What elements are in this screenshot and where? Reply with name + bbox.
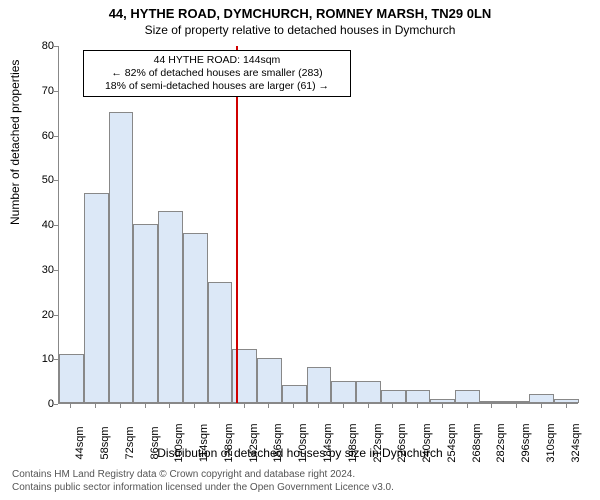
- histogram-bar: [208, 282, 233, 403]
- x-tick-mark: [169, 404, 170, 408]
- y-tick-mark: [54, 404, 58, 405]
- y-tick-mark: [54, 315, 58, 316]
- x-tick-mark: [268, 404, 269, 408]
- x-axis-label: Distribution of detached houses by size …: [0, 446, 600, 460]
- x-tick-mark: [219, 404, 220, 408]
- footer-attribution: Contains HM Land Registry data © Crown c…: [12, 468, 394, 494]
- histogram-bar: [381, 390, 406, 403]
- histogram-bar: [307, 367, 332, 403]
- x-tick-mark: [442, 404, 443, 408]
- y-tick-label: 30: [34, 264, 54, 276]
- y-tick-mark: [54, 136, 58, 137]
- y-tick-label: 0: [34, 398, 54, 410]
- histogram-bar: [505, 401, 530, 403]
- footer-line-1: Contains HM Land Registry data © Crown c…: [12, 468, 394, 481]
- x-tick-mark: [70, 404, 71, 408]
- y-tick-mark: [54, 46, 58, 47]
- x-tick-mark: [566, 404, 567, 408]
- y-tick-label: 60: [34, 130, 54, 142]
- chart-title-2: Size of property relative to detached ho…: [0, 21, 600, 37]
- footer-line-2: Contains public sector information licen…: [12, 481, 394, 494]
- marker-line: [236, 46, 238, 403]
- histogram-bar: [529, 394, 554, 403]
- annotation-line-1: ← 82% of detached houses are smaller (28…: [90, 67, 344, 80]
- x-tick-mark: [516, 404, 517, 408]
- x-tick-mark: [145, 404, 146, 408]
- plot-region: 44 HYTHE ROAD: 144sqm← 82% of detached h…: [58, 46, 578, 404]
- histogram-bar: [406, 390, 431, 403]
- x-tick-mark: [392, 404, 393, 408]
- histogram-bar: [455, 390, 480, 403]
- histogram-bar: [331, 381, 356, 403]
- x-tick-mark: [194, 404, 195, 408]
- y-tick-mark: [54, 359, 58, 360]
- histogram-bar: [59, 354, 84, 403]
- x-tick-mark: [343, 404, 344, 408]
- x-tick-mark: [491, 404, 492, 408]
- x-tick-mark: [293, 404, 294, 408]
- histogram-bar: [133, 224, 158, 403]
- histogram-bar: [554, 399, 579, 403]
- x-tick-mark: [244, 404, 245, 408]
- y-tick-mark: [54, 225, 58, 226]
- y-tick-label: 50: [34, 174, 54, 186]
- x-tick-mark: [120, 404, 121, 408]
- histogram-bar: [158, 211, 183, 403]
- x-tick-mark: [417, 404, 418, 408]
- histogram-bar: [257, 358, 282, 403]
- histogram-bar: [430, 399, 455, 403]
- x-tick-mark: [541, 404, 542, 408]
- histogram-bar: [356, 381, 381, 403]
- y-tick-mark: [54, 270, 58, 271]
- histogram-bar: [480, 401, 505, 403]
- x-tick-mark: [368, 404, 369, 408]
- y-tick-label: 20: [34, 309, 54, 321]
- annotation-line-2: 18% of semi-detached houses are larger (…: [90, 80, 344, 93]
- histogram-bar: [183, 233, 208, 403]
- x-tick-mark: [318, 404, 319, 408]
- y-tick-mark: [54, 91, 58, 92]
- x-tick-mark: [95, 404, 96, 408]
- histogram-bar: [109, 112, 134, 403]
- y-axis-label: Number of detached properties: [8, 60, 22, 225]
- y-tick-label: 40: [34, 219, 54, 231]
- y-tick-label: 10: [34, 353, 54, 365]
- y-tick-label: 70: [34, 85, 54, 97]
- annotation-title: 44 HYTHE ROAD: 144sqm: [90, 54, 344, 67]
- annotation-box: 44 HYTHE ROAD: 144sqm← 82% of detached h…: [83, 50, 351, 97]
- x-tick-mark: [467, 404, 468, 408]
- y-tick-label: 80: [34, 40, 54, 52]
- chart-area: 44 HYTHE ROAD: 144sqm← 82% of detached h…: [58, 46, 578, 404]
- y-tick-mark: [54, 180, 58, 181]
- histogram-bar: [84, 193, 109, 403]
- chart-title-1: 44, HYTHE ROAD, DYMCHURCH, ROMNEY MARSH,…: [0, 0, 600, 21]
- histogram-bar: [282, 385, 307, 403]
